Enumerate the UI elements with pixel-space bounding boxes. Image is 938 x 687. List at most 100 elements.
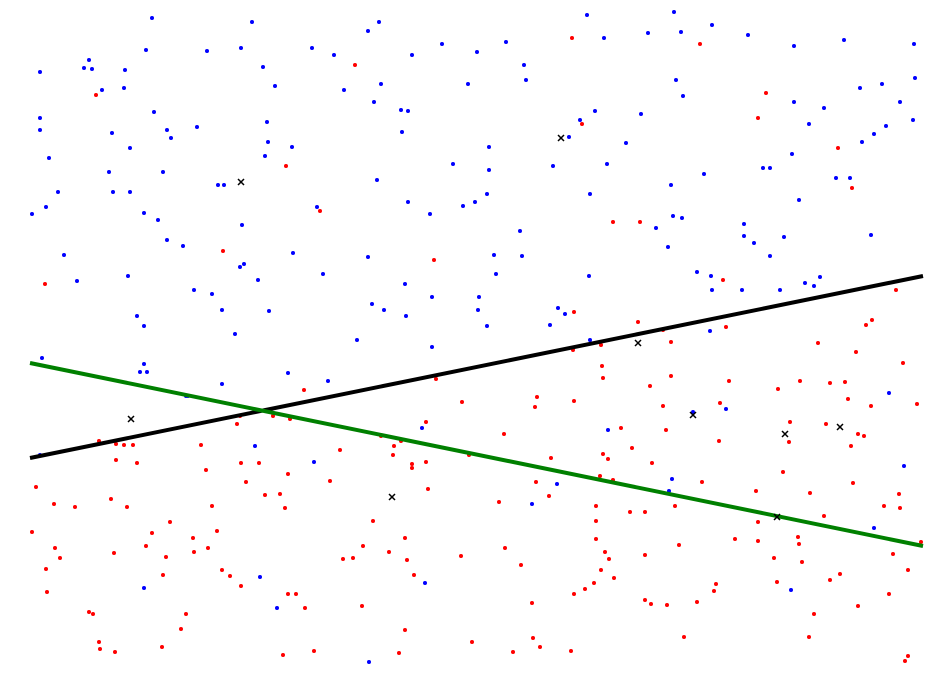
blue-point (872, 132, 876, 136)
blue-point (671, 214, 675, 218)
blue-point (310, 46, 314, 50)
red-point (569, 649, 573, 653)
red-point (643, 598, 647, 602)
red-point (410, 462, 414, 466)
blue-point (312, 460, 316, 464)
red-point (410, 466, 414, 470)
blue-point (216, 183, 220, 187)
blue-point (56, 190, 60, 194)
red-point (286, 472, 290, 476)
data-points (30, 10, 923, 664)
blue-point (530, 502, 534, 506)
red-point (91, 612, 95, 616)
red-point (161, 573, 165, 577)
red-point (511, 650, 515, 654)
red-point (919, 540, 923, 544)
blue-point (602, 36, 606, 40)
red-point (391, 453, 395, 457)
blue-point (152, 110, 156, 114)
blue-point (913, 76, 917, 80)
red-point (432, 258, 436, 262)
blue-point (451, 162, 455, 166)
red-point (426, 487, 430, 491)
red-point (601, 452, 605, 456)
red-point (572, 310, 576, 314)
blue-point (144, 48, 148, 52)
blue-point (263, 154, 267, 158)
blue-point (487, 145, 491, 149)
red-point (549, 456, 553, 460)
red-point (870, 318, 874, 322)
red-point (828, 578, 832, 582)
blue-point (624, 141, 628, 145)
blue-point (110, 131, 114, 135)
red-point (800, 560, 804, 564)
red-point (797, 542, 801, 546)
blue-point (912, 42, 916, 46)
red-point (497, 500, 501, 504)
blue-point (789, 588, 793, 592)
red-point (636, 320, 640, 324)
blue-point (326, 379, 330, 383)
red-point (630, 446, 634, 450)
blue-point (332, 53, 336, 57)
red-point (318, 209, 322, 213)
blue-point (681, 94, 685, 98)
blue-point (872, 526, 876, 530)
red-point (665, 603, 669, 607)
blue-point (585, 13, 589, 17)
red-point (215, 529, 219, 533)
blue-point (266, 140, 270, 144)
blue-point (38, 128, 42, 132)
blue-point (250, 20, 254, 24)
red-point (34, 485, 38, 489)
red-point (184, 612, 188, 616)
blue-point (403, 282, 407, 286)
red-point (244, 480, 248, 484)
red-point (600, 364, 604, 368)
red-point (594, 537, 598, 541)
red-point (643, 510, 647, 514)
red-point (371, 519, 375, 523)
red-point (864, 323, 868, 327)
red-point (150, 531, 154, 535)
red-point (113, 650, 117, 654)
blue-point (492, 253, 496, 257)
red-point (787, 440, 791, 444)
red-point (607, 557, 611, 561)
red-point (109, 497, 113, 501)
red-point (764, 91, 768, 95)
blue-point (797, 198, 801, 202)
blue-point (548, 323, 552, 327)
x-marker-stroke (773, 513, 781, 521)
red-point (283, 506, 287, 510)
blue-point (82, 66, 86, 70)
red-point (721, 278, 725, 282)
blue-point (709, 274, 713, 278)
red-point (191, 536, 195, 540)
red-point (772, 556, 776, 560)
red-point (775, 580, 779, 584)
red-point (135, 461, 139, 465)
blue-point (639, 112, 643, 116)
red-point (677, 543, 681, 547)
blue-point (761, 166, 765, 170)
blue-point (290, 145, 294, 149)
blue-point (142, 586, 146, 590)
red-point (530, 601, 534, 605)
blue-point (100, 88, 104, 92)
blue-point (842, 38, 846, 42)
blue-point (768, 254, 772, 258)
blue-point (848, 176, 852, 180)
blue-point (430, 345, 434, 349)
red-point (724, 325, 728, 329)
blue-point (742, 234, 746, 238)
red-point (619, 426, 623, 430)
blue-point (695, 270, 699, 274)
red-point (286, 592, 290, 596)
red-point (882, 504, 886, 508)
x-marker (127, 415, 135, 423)
blue-point (192, 288, 196, 292)
red-point (360, 604, 364, 608)
blue-point (399, 108, 403, 112)
